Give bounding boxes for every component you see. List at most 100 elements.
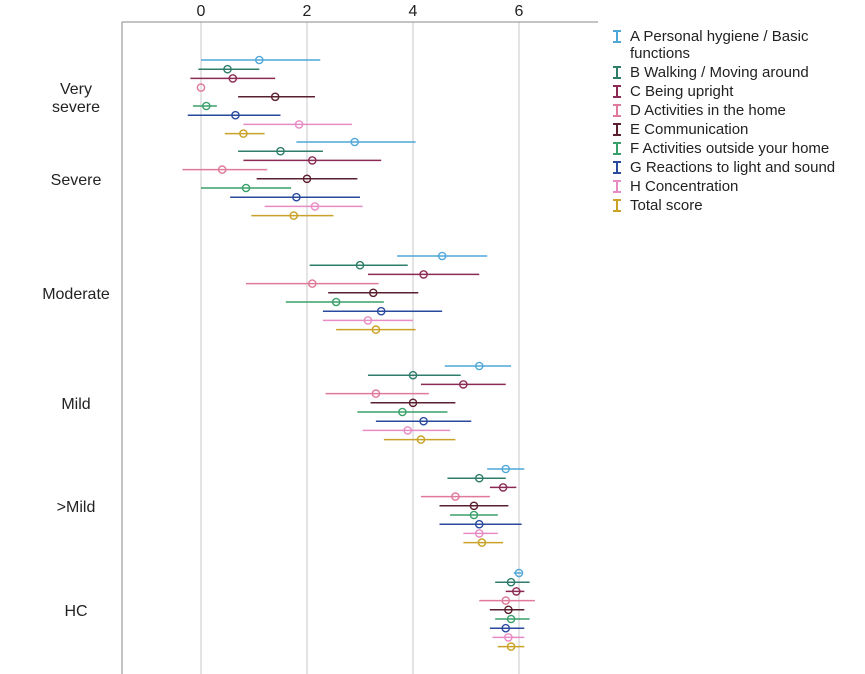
mean-marker (437, 251, 447, 261)
error-bar (479, 596, 535, 605)
mean-marker (498, 483, 508, 492)
category-label: severe (52, 99, 100, 116)
error-bar (420, 380, 506, 389)
mean-marker (501, 596, 511, 605)
error-bar (230, 192, 360, 202)
legend-label: C Being upright (630, 83, 734, 100)
error-bar (495, 577, 530, 587)
mean-marker (477, 538, 487, 547)
x-tick-label: 0 (197, 3, 206, 20)
error-bar (420, 492, 490, 501)
mean-marker (302, 174, 312, 184)
error-bar (246, 279, 379, 288)
mean-marker (310, 202, 320, 211)
error-bar (201, 55, 321, 65)
error-bar (238, 146, 323, 156)
error-bar (193, 101, 217, 111)
x-tick-label: 6 (515, 3, 524, 20)
mean-marker (469, 510, 479, 520)
error-bar (322, 316, 413, 325)
mean-marker (239, 129, 248, 138)
error-bar (322, 306, 443, 316)
mean-marker (512, 587, 521, 596)
mean-marker (294, 120, 304, 129)
mean-marker (292, 192, 301, 202)
error-bar (285, 297, 384, 307)
mean-marker (408, 370, 418, 380)
mean-marker (504, 633, 513, 642)
error-bar (328, 288, 419, 298)
mean-marker (419, 416, 428, 426)
error-bar (450, 510, 498, 520)
error-bar (487, 464, 525, 474)
error-bar (367, 370, 461, 380)
category-label: Moderate (42, 286, 110, 303)
error-bar (444, 361, 512, 371)
error-bar (367, 270, 480, 279)
error-bar (309, 260, 408, 270)
category-label: Severe (51, 172, 102, 189)
mean-marker (501, 464, 511, 474)
error-bar-icon (612, 141, 622, 156)
error-bar (397, 251, 488, 261)
error-bar (296, 137, 416, 147)
mean-marker (416, 435, 426, 444)
legend-label: H Concentration (630, 178, 739, 195)
error-bar (198, 64, 260, 74)
mean-marker (419, 270, 428, 279)
legend-item: D Activities in the home (612, 102, 862, 119)
error-bar (513, 568, 524, 578)
mean-marker (331, 297, 341, 307)
legend-label: D Activities in the home (630, 102, 786, 119)
error-bar (196, 83, 206, 92)
mean-marker (350, 137, 360, 147)
error-bar (264, 202, 363, 211)
error-bar-icon (612, 84, 622, 99)
mean-marker (451, 492, 460, 501)
legend-item: C Being upright (612, 83, 862, 100)
error-bar (463, 538, 504, 547)
mean-marker (241, 183, 251, 193)
mean-marker (368, 288, 378, 298)
error-bar (190, 74, 276, 83)
mean-marker (504, 605, 513, 615)
error-bar-icon (612, 65, 622, 80)
mean-marker (506, 642, 516, 651)
category-label: >Mild (57, 499, 96, 516)
mean-marker (501, 623, 511, 633)
mean-marker (223, 64, 232, 74)
axes (121, 21, 598, 674)
mean-marker (363, 316, 373, 325)
mean-marker (201, 101, 211, 111)
error-bar (224, 129, 265, 138)
mean-marker (289, 211, 299, 220)
error-bar (256, 174, 358, 184)
category-label: Mild (61, 396, 90, 413)
legend-label: G Reactions to light and sound (630, 159, 836, 176)
mean-marker (506, 614, 516, 624)
legend-label: F Activities outside your home (630, 140, 830, 157)
mean-marker (196, 83, 206, 92)
error-bar (492, 633, 525, 642)
error-bar-icon (612, 179, 622, 194)
error-bar (375, 416, 472, 426)
error-bar-icon (612, 198, 622, 213)
legend-item: E Communication (612, 121, 862, 138)
mean-marker (474, 529, 484, 538)
error-bar (182, 165, 268, 174)
error-bar (370, 398, 456, 408)
error-bar (251, 211, 334, 220)
error-bar (505, 587, 525, 596)
legend: A Personal hygiene / Basic functions B Wa… (612, 28, 862, 216)
legend-item: Total score (612, 197, 862, 214)
error-bar (243, 120, 353, 129)
mean-marker (231, 110, 240, 120)
mean-marker (276, 146, 285, 156)
error-bars (182, 55, 535, 651)
legend-label: Total score (630, 197, 703, 214)
mean-marker (459, 380, 468, 389)
mean-marker (474, 473, 484, 483)
mean-marker (403, 426, 413, 435)
mean-marker (376, 306, 386, 316)
